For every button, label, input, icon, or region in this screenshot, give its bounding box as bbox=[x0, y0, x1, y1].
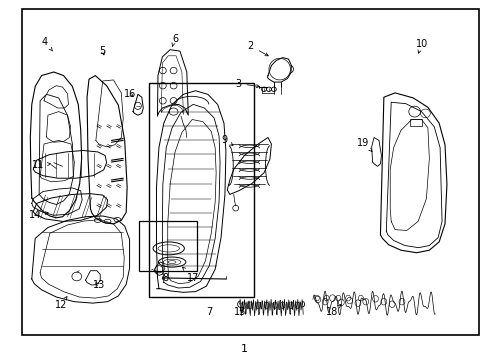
Text: 10: 10 bbox=[415, 39, 427, 53]
Text: 17: 17 bbox=[182, 267, 199, 283]
Text: 11: 11 bbox=[32, 160, 50, 170]
Text: 18: 18 bbox=[325, 305, 340, 318]
Text: 5: 5 bbox=[100, 46, 105, 56]
Bar bbox=[139, 221, 197, 271]
Text: 6: 6 bbox=[172, 33, 178, 46]
Text: 7: 7 bbox=[206, 307, 212, 318]
Text: 16: 16 bbox=[123, 89, 136, 99]
Bar bbox=[149, 83, 254, 297]
Bar bbox=[409, 119, 421, 126]
Text: 1: 1 bbox=[241, 344, 247, 354]
Text: 8: 8 bbox=[156, 271, 168, 283]
Text: 13: 13 bbox=[92, 280, 105, 290]
Text: 15: 15 bbox=[234, 307, 246, 318]
Text: 2: 2 bbox=[247, 41, 268, 56]
Text: 3: 3 bbox=[235, 78, 259, 89]
Text: 19: 19 bbox=[356, 138, 371, 151]
Text: 14: 14 bbox=[29, 210, 48, 220]
Text: 4: 4 bbox=[42, 37, 53, 51]
Text: 9: 9 bbox=[221, 135, 233, 145]
Text: 12: 12 bbox=[55, 297, 67, 310]
